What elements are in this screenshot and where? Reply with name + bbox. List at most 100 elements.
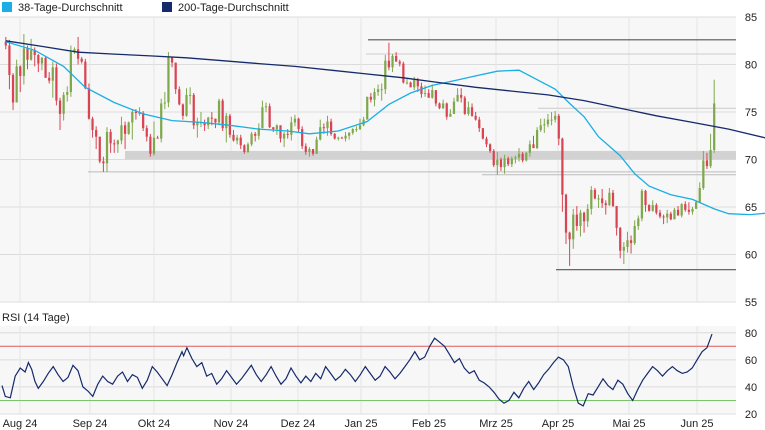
candle-body — [337, 137, 340, 139]
candle-body — [116, 140, 119, 145]
candle — [575, 206, 578, 231]
candle — [420, 82, 423, 98]
candle-body — [572, 214, 575, 240]
candle-body — [496, 159, 499, 166]
candle — [116, 139, 119, 153]
candle-body — [235, 137, 239, 141]
candle-body — [272, 127, 275, 130]
candle — [152, 121, 156, 156]
candle — [189, 87, 192, 105]
candle-body — [695, 202, 698, 209]
candle — [485, 136, 488, 148]
candle — [235, 134, 239, 145]
candle — [160, 98, 163, 143]
candle-body — [286, 133, 289, 135]
candle — [467, 101, 470, 116]
candle-body — [380, 89, 383, 91]
candle-body — [189, 94, 192, 96]
candle-body — [120, 125, 123, 141]
candle — [22, 34, 25, 85]
candle-body — [651, 205, 654, 211]
candle-body — [478, 119, 481, 129]
candle — [84, 58, 87, 90]
candle-body — [456, 94, 459, 102]
candle-body — [80, 58, 83, 62]
candle — [680, 203, 683, 218]
candle-body — [214, 118, 217, 123]
candle — [532, 135, 535, 149]
price-tick-label: 70 — [745, 155, 757, 167]
candle-body — [232, 134, 235, 141]
candle — [579, 209, 582, 237]
candle-body — [239, 137, 242, 146]
candle-body — [4, 41, 7, 46]
candle-body — [427, 93, 430, 98]
candle-body — [666, 213, 669, 218]
candle — [658, 209, 662, 219]
candle — [597, 194, 600, 208]
candle — [669, 211, 672, 221]
candle — [517, 148, 521, 162]
candle-body — [105, 131, 109, 164]
x-tick-label: Mrz 25 — [479, 418, 513, 430]
candle-body — [615, 206, 618, 228]
candle-body — [178, 89, 181, 105]
candle-body — [192, 94, 195, 126]
candle — [452, 97, 456, 114]
candle-body — [181, 104, 185, 116]
candle-body — [279, 125, 282, 139]
candle — [369, 93, 372, 103]
candle-body — [333, 133, 336, 139]
x-tick-label: Apr 25 — [542, 418, 574, 430]
candle — [648, 204, 651, 212]
candle — [449, 109, 452, 117]
candle — [543, 118, 546, 133]
candle — [37, 54, 40, 73]
candle — [507, 156, 510, 167]
candle-body — [152, 137, 156, 154]
candle-body — [261, 107, 264, 129]
candle — [561, 137, 564, 212]
candle-body — [156, 137, 159, 139]
candle — [662, 214, 665, 225]
price-tick-label: 75 — [745, 107, 757, 119]
candle-body — [474, 115, 477, 120]
candle — [66, 86, 69, 102]
candle-body — [123, 125, 127, 134]
candle-body — [22, 48, 25, 76]
candle — [243, 144, 246, 154]
legend-swatch-1 — [162, 2, 172, 12]
candle-body — [431, 90, 434, 98]
candle-body — [687, 209, 691, 212]
candle — [528, 140, 531, 157]
x-tick-label: Mai 25 — [612, 418, 645, 430]
candle-body — [308, 149, 311, 152]
candle — [250, 131, 253, 147]
candle — [98, 136, 101, 164]
candle-body — [257, 128, 260, 136]
candle-body — [601, 198, 604, 204]
candle — [293, 114, 297, 127]
candle — [402, 61, 405, 84]
candle — [225, 112, 228, 143]
candle-body — [8, 45, 11, 75]
price-tick-label: 60 — [745, 250, 757, 262]
candle-body — [297, 118, 300, 130]
candle — [95, 126, 98, 150]
candle-body — [629, 240, 633, 244]
candle — [203, 119, 206, 131]
candle — [666, 209, 669, 224]
candle-body — [416, 79, 419, 87]
candle-body — [622, 246, 625, 251]
candle — [405, 78, 409, 85]
candle — [438, 102, 441, 110]
candle — [492, 149, 495, 168]
candle — [427, 89, 430, 98]
candle-body — [373, 92, 376, 100]
candle — [601, 188, 604, 208]
candle-body — [702, 160, 705, 188]
candle — [687, 202, 691, 215]
candle-body — [62, 94, 65, 114]
candle — [264, 102, 268, 112]
